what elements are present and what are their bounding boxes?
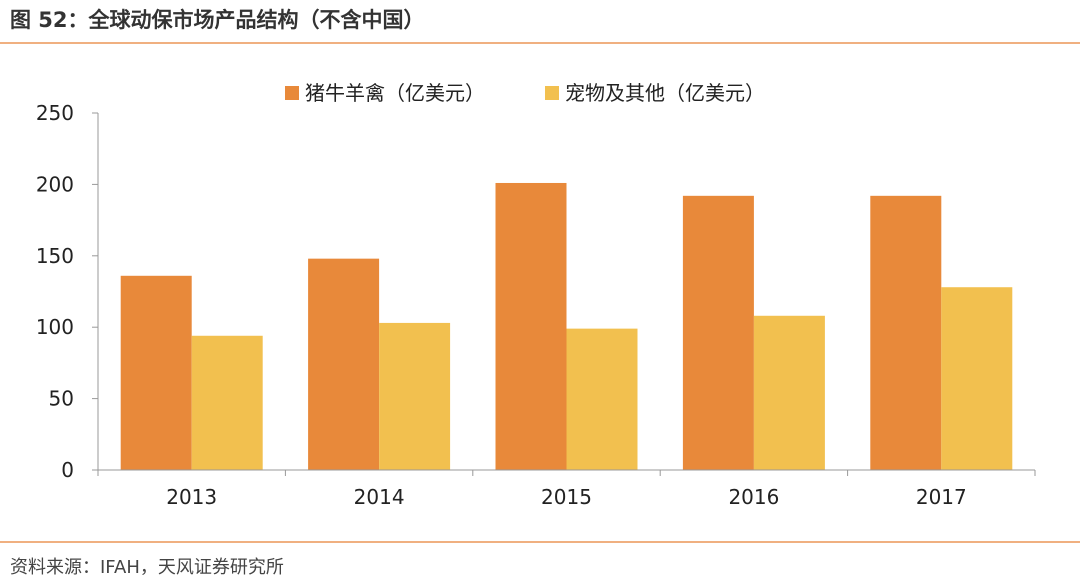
y-tick-label: 200 [36,172,74,196]
legend-swatch-2 [545,86,559,100]
y-tick-label: 250 [36,101,74,125]
bar-1-2013 [120,275,192,470]
title-divider [0,42,1080,44]
x-tick-label: 2014 [354,485,405,509]
y-tick-label: 0 [61,458,74,482]
y-tick-label: 150 [36,244,74,268]
source-note: 资料来源：IFAH，天风证券研究所 [10,557,284,578]
bar-1-2014 [308,258,380,470]
bar-2-2015 [566,328,638,470]
x-tick-label: 2013 [166,485,217,509]
y-tick-label: 100 [36,315,74,339]
bar-2-2016 [753,315,825,470]
bar-2-2014 [379,322,451,470]
source-divider [0,541,1080,543]
x-tick-label: 2017 [916,485,967,509]
legend-swatch-1 [285,86,299,100]
bar-2-2017 [941,287,1013,470]
legend-label-2: 宠物及其他（亿美元） [565,81,765,105]
x-tick-label: 2016 [728,485,779,509]
y-tick-label: 50 [49,387,74,411]
bar-2-2013 [191,335,263,470]
bar-1-2015 [495,182,567,471]
legend-label-1: 猪牛羊禽（亿美元） [305,81,485,105]
bar-1-2016 [682,195,754,470]
bars [120,182,1013,471]
y-axis: 0 50 100 150 200 250 [36,101,99,482]
x-axis: 2013 2014 2015 2016 2017 [97,469,1036,509]
x-tick-label: 2015 [541,485,592,509]
chart-title: 图 52：全球动保市场产品结构（不含中国） [10,8,425,32]
bar-1-2017 [870,195,942,470]
legend: 猪牛羊禽（亿美元） 宠物及其他（亿美元） [285,81,765,105]
